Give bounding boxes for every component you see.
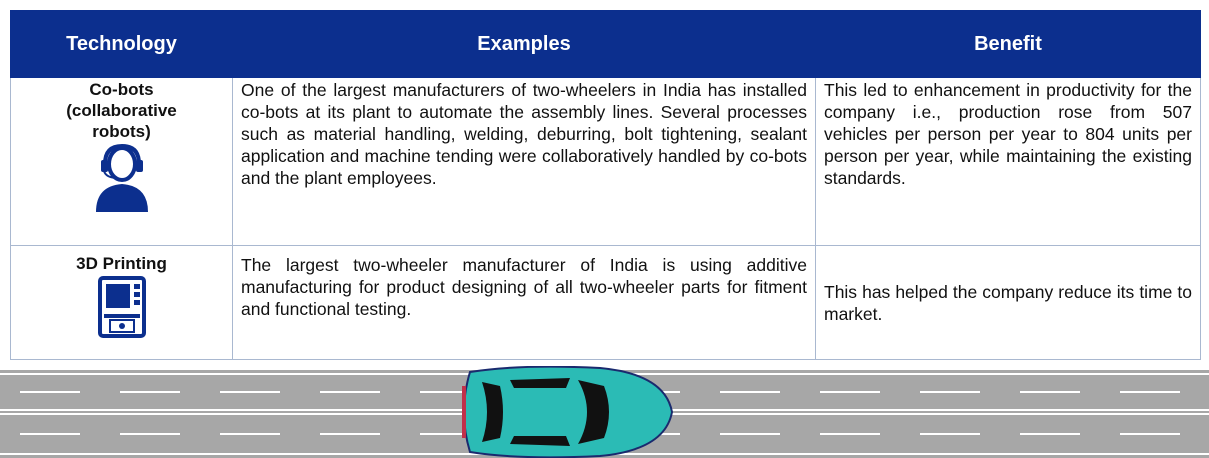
table-row: Co-bots (collaborative robots) One of th… xyxy=(11,78,1201,246)
examples-cell: The largest two-wheeler manufacturer of … xyxy=(233,246,816,360)
technology-table: Technology Examples Benefit Co-bots (col… xyxy=(10,10,1201,360)
car xyxy=(462,367,672,458)
technology-label: 3D Printing xyxy=(19,253,224,274)
benefit-cell: This led to enhancement in productivity … xyxy=(816,78,1201,246)
table-row: 3D Printing The largest two-wheeler manu… xyxy=(11,246,1201,360)
header-cell: Technology xyxy=(11,11,233,78)
header-cell: Examples xyxy=(233,11,816,78)
cobot-icon xyxy=(92,144,152,212)
header-row: Technology Examples Benefit xyxy=(11,11,1201,78)
page: Technology Examples Benefit Co-bots (col… xyxy=(0,0,1209,458)
road-graphic xyxy=(0,366,1209,458)
technology-label: Co-bots (collaborative robots) xyxy=(19,79,224,142)
header-cell: Benefit xyxy=(816,11,1201,78)
technology-cell: 3D Printing xyxy=(11,246,233,360)
printer-icon xyxy=(98,276,146,338)
technology-cell: Co-bots (collaborative robots) xyxy=(11,78,233,246)
examples-cell: One of the largest manufacturers of two-… xyxy=(233,78,816,246)
benefit-cell: This has helped the company reduce its t… xyxy=(816,246,1201,360)
